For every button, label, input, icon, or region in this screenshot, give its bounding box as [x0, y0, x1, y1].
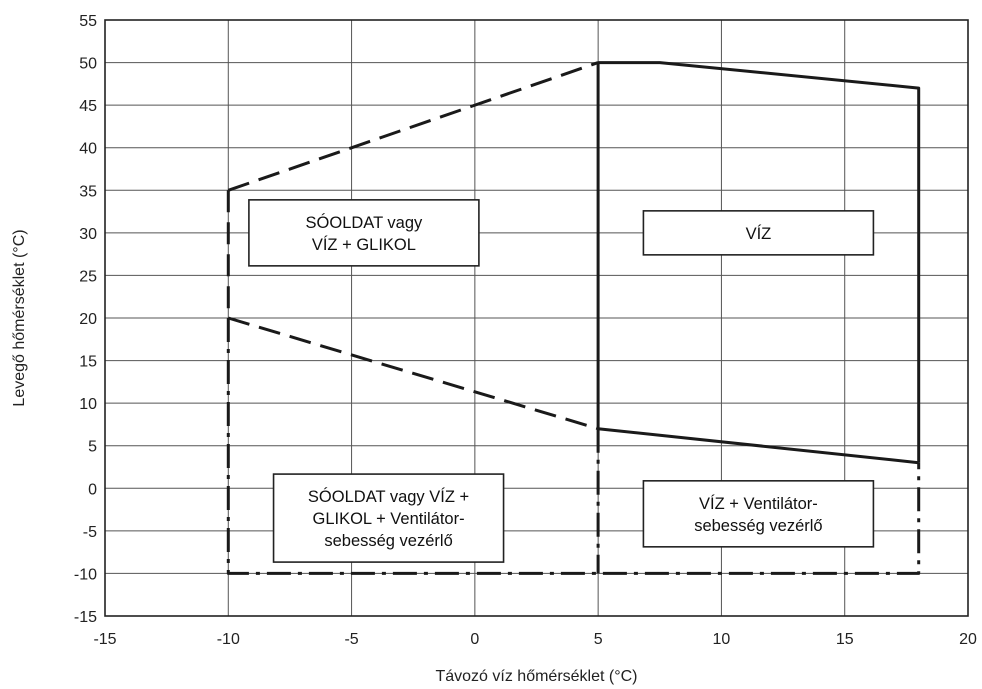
boundary-line-dashdot — [226, 318, 921, 575]
y-tick-label: 15 — [79, 354, 97, 371]
y-tick-label: 0 — [88, 481, 97, 498]
x-tick-label: -10 — [217, 631, 240, 648]
x-tick-label: -15 — [93, 631, 116, 648]
x-tick-label: -5 — [344, 631, 358, 648]
y-tick-label: -5 — [83, 524, 97, 541]
boundary-line-solid — [598, 61, 921, 463]
x-tick-label: 20 — [959, 631, 977, 648]
x-tick-label: 15 — [836, 631, 854, 648]
y-tick-label: 50 — [79, 56, 97, 73]
region-text: SÓOLDAT vagy — [306, 213, 424, 232]
x-tick-label: 10 — [713, 631, 731, 648]
y-tick-label: 55 — [79, 13, 97, 30]
region-box — [272, 473, 505, 563]
y-tick-label: 10 — [79, 396, 97, 413]
x-tick-label: 0 — [470, 631, 479, 648]
boundary-lines — [226, 61, 921, 575]
region-labels: SÓOLDAT vagy VÍZ + GLIKOL VÍZ SÓOLDAT vagy … — [248, 199, 875, 563]
boundary-line-solid — [597, 427, 919, 465]
region-label: VÍZ + Ventilátor-sebesség vezérlő — [642, 480, 875, 548]
x-tick-label: 5 — [594, 631, 603, 648]
y-tick-label: 45 — [79, 98, 97, 115]
y-tick-label: 40 — [79, 141, 97, 158]
y-tick-label: -15 — [74, 609, 97, 626]
region-text: sebesség vezérlő — [694, 517, 822, 535]
region-text: GLIKOL + Ventilátor- — [313, 510, 465, 528]
region-text: VÍZ + Ventilátor- — [699, 494, 818, 513]
region-text: SÓOLDAT vagy VÍZ + — [308, 487, 469, 506]
region-label: SÓOLDAT vagy VÍZ + GLIKOL + Ventilátor-se… — [272, 473, 505, 563]
y-tick-label: 20 — [79, 311, 97, 328]
y-tick-label: 35 — [79, 183, 97, 200]
boundary-line-dashed — [227, 61, 599, 192]
y-tick-label: -10 — [74, 566, 97, 583]
region-box — [248, 199, 480, 267]
region-label: VÍZ — [642, 210, 875, 256]
region-text: sebesség vezérlő — [324, 532, 452, 550]
region-box — [642, 210, 875, 256]
boundary-line-dashed — [227, 316, 599, 431]
y-axis-ticks: -15 -10 -5 0 5 10 15 20 25 30 35 40 45 50 55 — [74, 13, 97, 626]
region-label: SÓOLDAT vagy VÍZ + GLIKOL — [248, 199, 480, 267]
plot-frame — [104, 19, 969, 617]
x-axis-ticks: -15 -10 -5 0 5 10 15 20 — [93, 631, 977, 648]
y-tick-label: 30 — [79, 226, 97, 243]
y-tick-label: 5 — [88, 439, 97, 456]
region-box — [642, 480, 875, 548]
region-text: VÍZ — [746, 224, 772, 243]
y-tick-label: 25 — [79, 268, 97, 285]
region-text: VÍZ + GLIKOL — [312, 235, 416, 254]
y-axis-title: Levegő hőmérséklet (°C) — [11, 229, 28, 406]
x-axis-title: Távozó víz hőmérséklet (°C) — [435, 668, 637, 685]
